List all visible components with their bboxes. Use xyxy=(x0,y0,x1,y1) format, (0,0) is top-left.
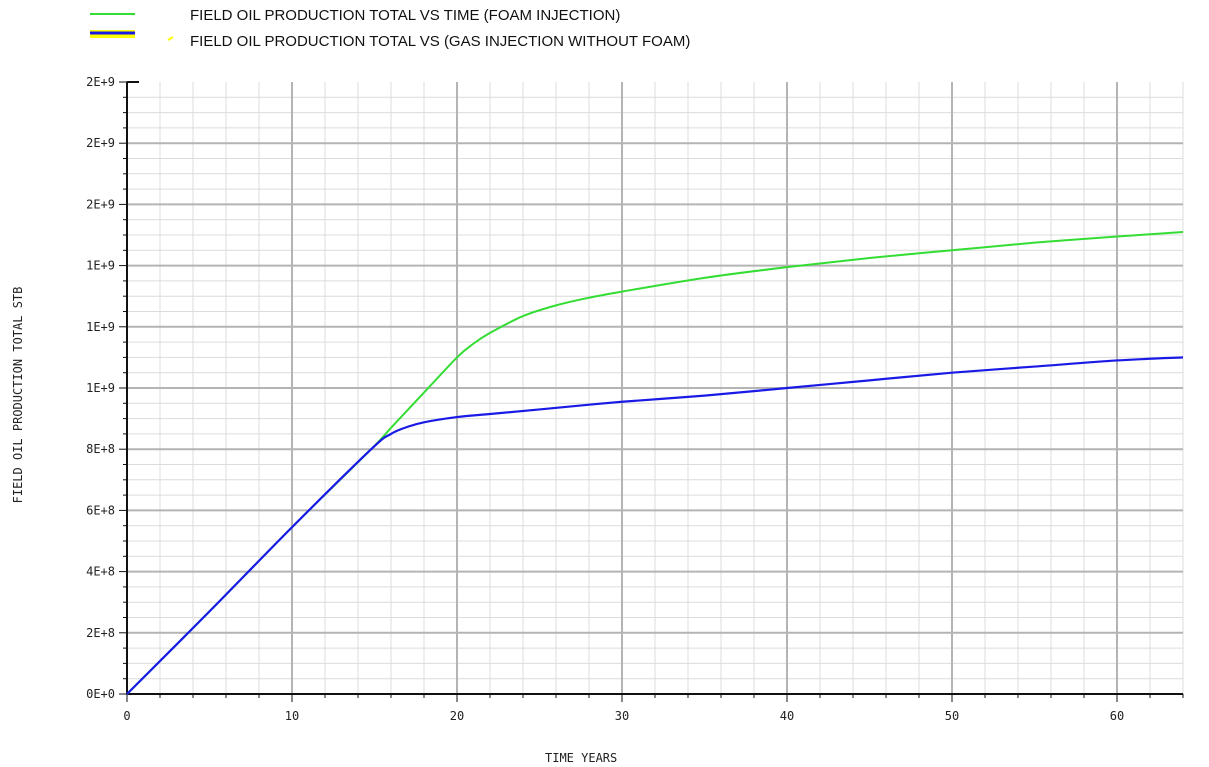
x-tick-label: 50 xyxy=(945,709,959,723)
y-axis-ticks: 0E+0 2E+8 4E+8 6E+8 8E+8 1E+9 1E+9 1E+9 2E+9 2E+9… xyxy=(86,75,127,701)
x-tick-label: 20 xyxy=(450,709,464,723)
x-tick-label: 60 xyxy=(1110,709,1124,723)
legend-label-foam: FIELD OIL PRODUCTION TOTAL VS TIME (FOAM… xyxy=(190,7,620,24)
y-tick-label: 4E+8 xyxy=(86,565,115,579)
legend: FIELD OIL PRODUCTION TOTAL VS TIME (FOAM… xyxy=(90,7,690,50)
y-tick-label: 8E+8 xyxy=(86,442,115,456)
y-tick-label: 2E+9 xyxy=(86,197,115,211)
legend-marker-gas xyxy=(167,36,174,41)
y-tick-label: 1E+9 xyxy=(86,259,115,273)
legend-label-gas: FIELD OIL PRODUCTION TOTAL VS (GAS INJEC… xyxy=(190,33,690,50)
y-tick-label: 1E+9 xyxy=(86,320,115,334)
y-tick-label: 1E+9 xyxy=(86,381,115,395)
x-tick-label: 30 xyxy=(615,709,629,723)
x-tick-label: 40 xyxy=(780,709,794,723)
y-tick-label: 2E+8 xyxy=(86,626,115,640)
y-tick-label: 0E+0 xyxy=(86,687,115,701)
y-axis-title: FIELD OIL PRODUCTION TOTAL STB xyxy=(11,287,25,504)
series-lines xyxy=(126,230,1184,695)
x-tick-label: 10 xyxy=(285,709,299,723)
series-line-1 xyxy=(126,356,1184,695)
grid-major xyxy=(127,82,1183,694)
x-axis-ticks: 0 10 20 30 40 50 60 xyxy=(123,694,1184,723)
y-tick-label: 2E+9 xyxy=(86,75,115,89)
x-axis-title: TIME YEARS xyxy=(545,751,617,765)
y-tick-label: 2E+9 xyxy=(86,136,115,150)
y-tick-label: 6E+8 xyxy=(86,503,115,517)
x-tick-label: 0 xyxy=(123,709,130,723)
